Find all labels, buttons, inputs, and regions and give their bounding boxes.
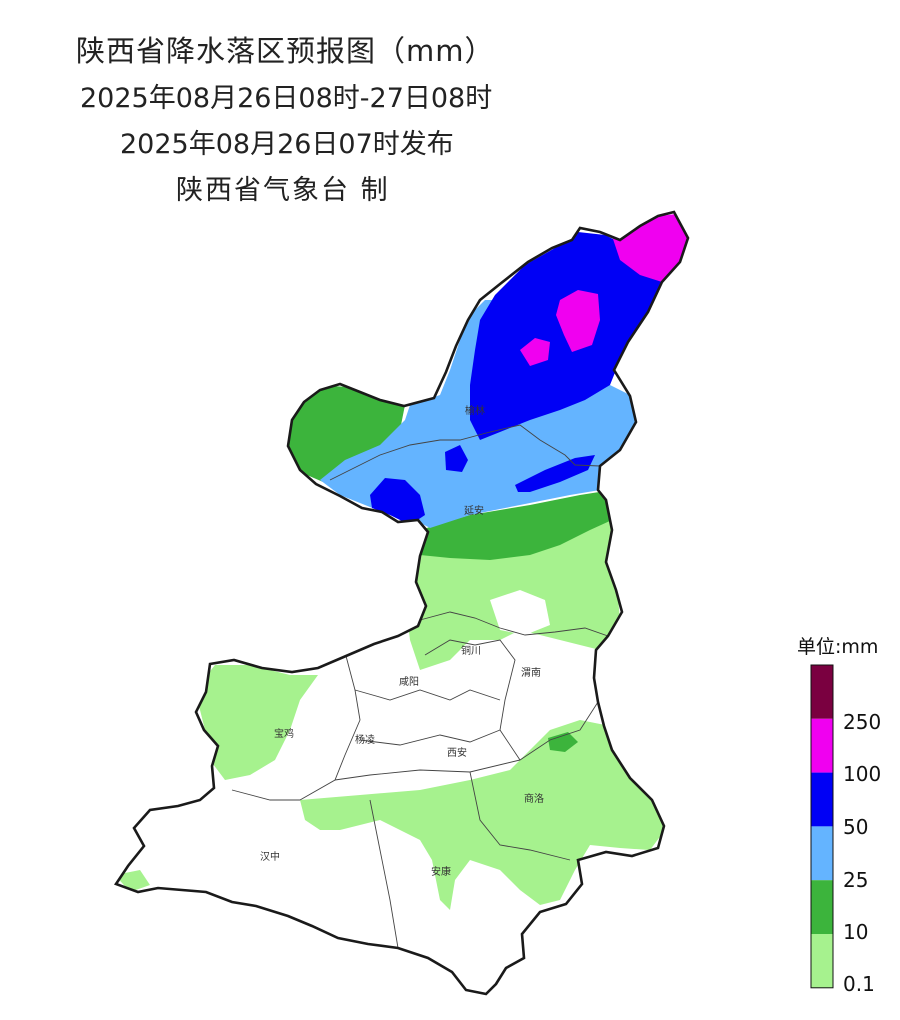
zone-light-green-baoji — [195, 665, 318, 780]
city-label-tongchuan: 铜川 — [461, 645, 481, 657]
title-block: 陕西省降水落区预报图（mm） 2025年08月26日08时-27日08时 202… — [0, 0, 900, 210]
zone-blue-east — [515, 455, 595, 492]
city-boundaries — [231, 424, 609, 949]
zone-magenta-center-1 — [556, 290, 600, 352]
city-label-weinan: 渭南 — [521, 666, 541, 679]
city-label-hanzhong: 汉中 — [260, 850, 280, 863]
city-label-baoji: 宝鸡 — [274, 727, 294, 740]
zone-magenta-center-2 — [520, 338, 550, 366]
rainfall-zones — [116, 212, 688, 994]
legend-swatch-1 — [811, 718, 833, 773]
legend-label-10: 10 — [843, 920, 869, 944]
zone-green-shangluo — [548, 732, 578, 752]
issuing-agency: 陕西省气象台 制 — [176, 175, 390, 206]
legend-swatch-4 — [811, 880, 833, 934]
legend-color-bar — [810, 664, 834, 989]
city-label-xianyang: 咸阳 — [399, 676, 419, 688]
map-title: 陕西省降水落区预报图（mm） — [76, 34, 495, 68]
legend-label-25: 25 — [843, 868, 869, 892]
legend-title: 单位:mm — [797, 636, 879, 658]
zone-light-green-southwest — [116, 870, 150, 892]
forecast-period: 2025年08月26日08时-27日08时 — [80, 83, 493, 114]
city-label-shangluo: 商洛 — [524, 792, 544, 805]
legend-frame — [810, 664, 834, 989]
city-label-yulin: 榆林 — [465, 404, 485, 417]
zone-light-green-south — [300, 720, 665, 910]
city-label-ankang: 安康 — [431, 865, 451, 878]
legend-label-100: 100 — [843, 762, 882, 786]
issue-time: 2025年08月26日07时发布 — [120, 129, 454, 160]
city-labels: 榆林 延安 铜川 渭南 咸阳 宝鸡 杨凌 西安 商洛 汉中 安康 — [260, 404, 544, 878]
zone-green-yanan-band — [420, 490, 612, 560]
legend-label-250: 250 — [843, 710, 882, 734]
zone-green-northwest — [285, 385, 405, 485]
city-label-yangling: 杨凌 — [355, 733, 375, 746]
zone-blue-west — [370, 478, 425, 525]
legend-swatch-5 — [811, 934, 833, 988]
legend-swatch-2 — [811, 772, 833, 827]
legend-label-50: 50 — [843, 815, 869, 839]
zone-blue-center — [445, 445, 468, 472]
city-label-yanan: 延安 — [464, 504, 484, 517]
legend-swatch-3 — [811, 826, 833, 881]
legend-swatch-0 — [811, 665, 833, 719]
city-label-xian: 西安 — [447, 746, 467, 759]
legend-label-0-1: 0.1 — [843, 972, 875, 996]
